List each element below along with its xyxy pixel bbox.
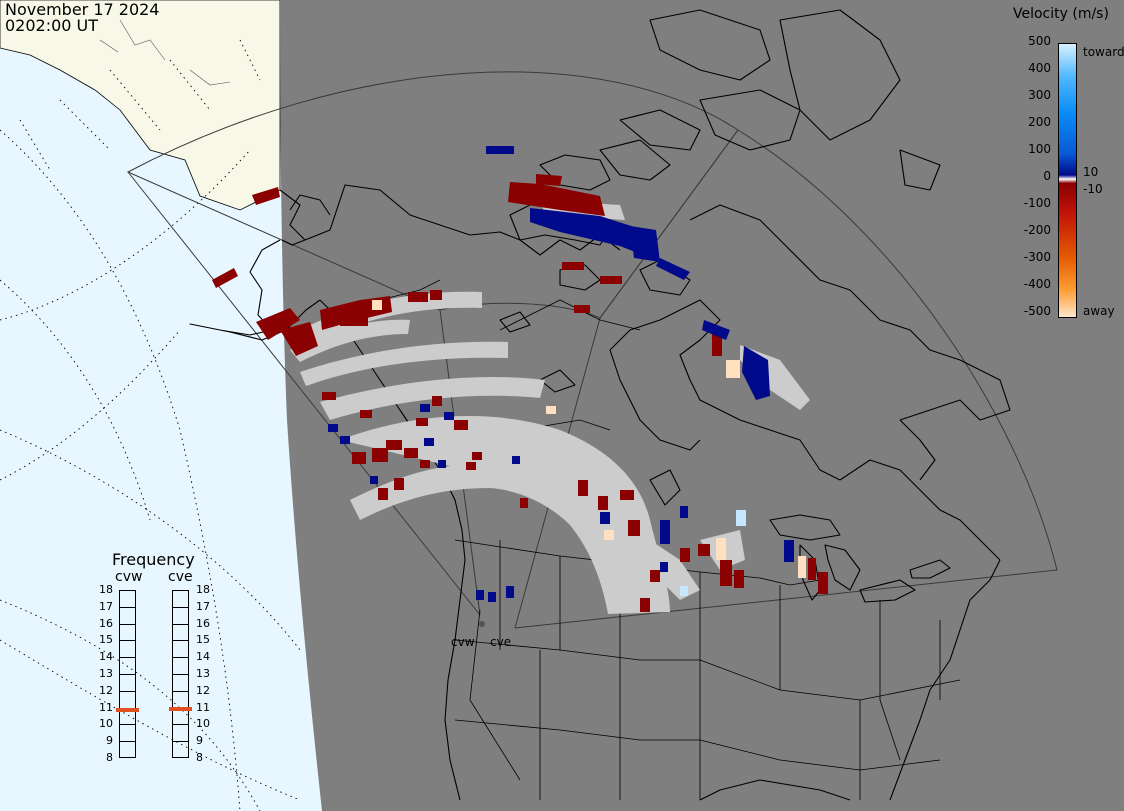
freq-gridline — [119, 657, 136, 659]
freq-tick-cve-10: 10 — [196, 717, 210, 731]
freq-gridline — [172, 657, 189, 659]
freq-tick-cve-16: 16 — [196, 616, 210, 630]
colorbar-away-label: away — [1083, 304, 1115, 318]
freq-gridline — [119, 724, 136, 726]
freq-tick-cve-15: 15 — [196, 633, 210, 647]
cb-tick-10: 10 — [1083, 165, 1099, 179]
velocity-colorbar — [1058, 43, 1077, 318]
freq-gridline — [119, 606, 136, 608]
map-date: November 17 2024 — [5, 0, 160, 19]
freq-gridline — [172, 623, 189, 625]
freq-gridline — [119, 623, 136, 625]
cb-tick-minus400: -400 — [1023, 277, 1051, 291]
velocity-toward-fast — [680, 510, 746, 596]
freq-radar-label-cve: cve — [168, 569, 193, 585]
freq-marker-cvw — [116, 708, 139, 713]
cb-tick-minus100: -100 — [1023, 196, 1051, 210]
daylight-coast-detail — [99, 19, 231, 86]
cb-tick-minus200: -200 — [1023, 223, 1051, 237]
freq-tick-cvw-15: 15 — [99, 633, 113, 647]
freq-tick-cve-9: 9 — [196, 734, 203, 748]
geographic-grid — [0, 39, 301, 811]
cb-tick-minus500: -500 — [1023, 304, 1051, 318]
map-time: 0202:00 UT — [5, 16, 99, 35]
freq-tick-cve-11: 11 — [196, 700, 210, 714]
night-region — [280, 0, 1124, 811]
freq-gridline — [172, 690, 189, 692]
freq-gridline — [119, 741, 136, 743]
colorbar-toward-label: toward — [1083, 45, 1124, 59]
cb-tick-300: 300 — [1028, 88, 1051, 102]
freq-tick-cvw-8: 8 — [106, 751, 113, 764]
freq-tick-cve-18: 18 — [196, 583, 210, 596]
site-label-cve: cve — [490, 635, 512, 649]
freq-gridline — [119, 707, 136, 709]
freq-gridline — [172, 674, 189, 675]
freq-tick-cve-8: 8 — [196, 751, 203, 764]
freq-gridline — [119, 640, 136, 642]
freq-tick-cvw-18: 18 — [99, 583, 113, 596]
velocity-toward — [328, 146, 794, 602]
freq-tick-cvw-14: 14 — [99, 650, 113, 664]
freq-gridline — [172, 640, 189, 642]
colorbar-title: Velocity (m/s) — [1013, 6, 1109, 22]
cb-tick-400: 400 — [1028, 61, 1051, 75]
freq-tick-cve-13: 13 — [196, 667, 210, 680]
freq-tick-cve-17: 17 — [196, 599, 210, 613]
political-borders — [339, 279, 961, 800]
freq-marker-cve — [169, 707, 192, 712]
ground-scatter — [290, 200, 810, 614]
fov-outline — [126, 71, 1058, 629]
freq-tick-cvw-13: 13 — [99, 667, 113, 680]
freq-tick-cvw-11: 11 — [99, 700, 113, 714]
frequency-title: Frequency — [112, 550, 195, 569]
cb-tick-100: 100 — [1028, 142, 1051, 156]
cb-tick-0: 0 — [1043, 169, 1051, 183]
cb-tick-minus10: -10 — [1083, 182, 1103, 196]
freq-gridline — [172, 606, 189, 608]
freq-gridline — [172, 724, 189, 726]
freq-tick-cvw-17: 17 — [99, 599, 113, 613]
velocity-away-fast — [372, 300, 806, 578]
freq-tick-cve-14: 14 — [196, 650, 210, 664]
freq-gridline — [119, 674, 136, 675]
freq-gridline — [119, 690, 136, 692]
freq-tick-cve-12: 12 — [196, 683, 210, 697]
cb-tick-500: 500 — [1028, 34, 1051, 48]
site-label-cvw: cvw — [451, 635, 475, 649]
cb-tick-200: 200 — [1028, 115, 1051, 129]
freq-tick-cvw-9: 9 — [106, 734, 113, 748]
freq-gridline — [172, 741, 189, 743]
freq-radar-label-cvw: cvw — [115, 569, 143, 585]
freq-tick-cvw-16: 16 — [99, 616, 113, 630]
freq-tick-cvw-10: 10 — [99, 717, 113, 731]
site-cvw-marker — [479, 621, 485, 627]
freq-tick-cvw-12: 12 — [99, 683, 113, 697]
cb-tick-minus300: -300 — [1023, 250, 1051, 264]
